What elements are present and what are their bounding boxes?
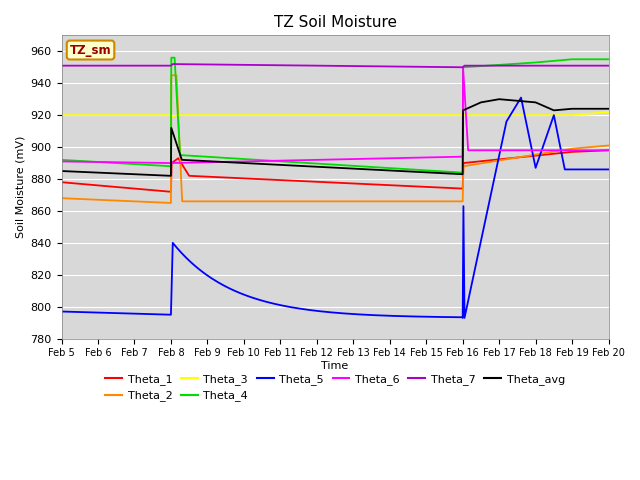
- Theta_1: [568, 149, 576, 155]
- Theta_6: [460, 64, 467, 70]
- Theta_6: [459, 154, 467, 159]
- Theta_avg: [532, 99, 540, 105]
- Theta_2: [58, 195, 65, 201]
- Text: TZ_sm: TZ_sm: [70, 44, 111, 57]
- Line: Theta_6: Theta_6: [61, 67, 609, 163]
- Theta_avg: [605, 106, 612, 112]
- Theta_1: [186, 173, 193, 179]
- Theta_4: [459, 170, 467, 176]
- Theta_5: [605, 167, 612, 172]
- Theta_1: [168, 160, 175, 166]
- Theta_5: [58, 309, 65, 314]
- Theta_2: [178, 192, 186, 198]
- Theta_avg: [58, 168, 65, 174]
- Theta_avg: [477, 99, 484, 105]
- Theta_5: [178, 250, 186, 256]
- Line: Theta_1: Theta_1: [61, 150, 609, 192]
- Theta_4: [176, 152, 184, 158]
- Theta_1: [460, 160, 467, 166]
- Theta_4: [171, 55, 179, 60]
- Theta_1: [459, 186, 467, 192]
- Line: Theta_7: Theta_7: [61, 64, 609, 67]
- Theta_3: [167, 112, 175, 118]
- Theta_avg: [178, 157, 186, 163]
- Theta_4: [568, 56, 576, 62]
- Theta_3: [173, 112, 180, 118]
- Theta_avg: [459, 171, 467, 177]
- X-axis label: Time: Time: [321, 361, 349, 371]
- Line: Theta_4: Theta_4: [61, 58, 609, 173]
- Theta_4: [605, 56, 612, 62]
- Theta_2: [459, 199, 467, 204]
- Theta_3: [169, 114, 177, 120]
- Theta_avg: [168, 125, 175, 131]
- Theta_4: [168, 55, 175, 60]
- Theta_avg: [513, 98, 521, 104]
- Theta_5: [305, 307, 312, 312]
- Theta_3: [459, 112, 467, 118]
- Theta_5: [459, 315, 467, 321]
- Theta_6: [464, 147, 472, 153]
- Line: Theta_avg: Theta_avg: [61, 99, 609, 176]
- Theta_4: [167, 163, 175, 169]
- Theta_1: [167, 189, 175, 195]
- Theta_6: [58, 158, 65, 164]
- Theta_avg: [460, 108, 467, 113]
- Theta_3: [461, 112, 468, 118]
- Y-axis label: Soil Moisture (mV): Soil Moisture (mV): [15, 136, 25, 238]
- Line: Theta_2: Theta_2: [61, 75, 609, 203]
- Theta_6: [568, 147, 576, 153]
- Theta_7: [58, 63, 65, 69]
- Theta_2: [568, 146, 576, 152]
- Theta_5: [529, 153, 537, 158]
- Theta_2: [179, 199, 186, 204]
- Theta_7: [568, 63, 576, 69]
- Line: Theta_3: Theta_3: [61, 112, 609, 117]
- Line: Theta_5: Theta_5: [61, 97, 609, 318]
- Theta_7: [459, 64, 467, 70]
- Theta_avg: [550, 108, 557, 113]
- Theta_7: [605, 63, 612, 69]
- Theta_2: [173, 72, 180, 78]
- Theta_6: [605, 147, 612, 153]
- Theta_avg: [568, 106, 576, 112]
- Theta_7: [169, 61, 177, 67]
- Theta_2: [605, 143, 612, 148]
- Theta_1: [605, 147, 612, 153]
- Theta_1: [58, 180, 65, 185]
- Theta_2: [168, 72, 175, 78]
- Theta_7: [461, 63, 468, 69]
- Theta_4: [460, 64, 467, 70]
- Title: TZ Soil Moisture: TZ Soil Moisture: [273, 15, 397, 30]
- Theta_4: [58, 157, 65, 163]
- Theta_5: [494, 159, 502, 165]
- Theta_1: [174, 156, 182, 161]
- Theta_5: [517, 95, 525, 100]
- Theta_3: [568, 112, 576, 118]
- Theta_6: [167, 160, 175, 166]
- Theta_avg: [167, 173, 175, 179]
- Theta_2: [460, 163, 467, 169]
- Theta_3: [605, 109, 612, 115]
- Theta_2: [167, 200, 175, 206]
- Theta_5: [434, 314, 442, 320]
- Theta_3: [58, 112, 65, 118]
- Legend: Theta_1, Theta_2, Theta_3, Theta_4, Theta_5, Theta_6, Theta_7, Theta_avg: Theta_1, Theta_2, Theta_3, Theta_4, Thet…: [101, 370, 569, 406]
- Theta_4: [532, 60, 540, 65]
- Theta_5: [412, 313, 420, 319]
- Theta_avg: [495, 96, 503, 102]
- Theta_7: [167, 63, 175, 69]
